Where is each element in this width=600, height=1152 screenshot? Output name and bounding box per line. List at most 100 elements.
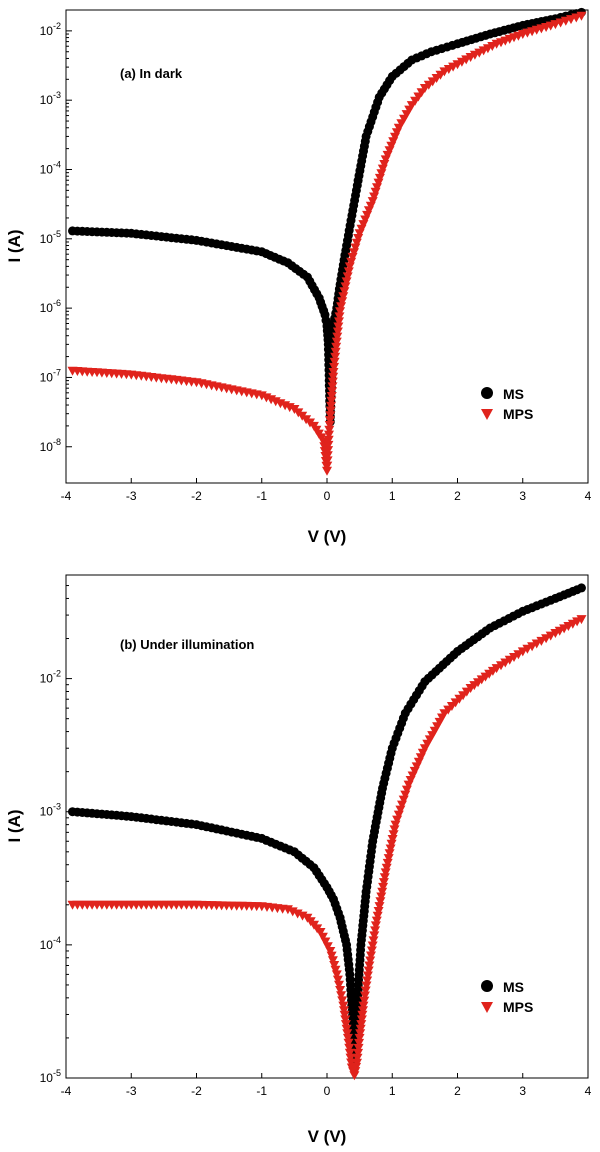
x-axis-title-a: V (V) xyxy=(308,527,347,546)
data-point-mps-b xyxy=(360,986,371,996)
data-point-mps-b xyxy=(363,966,374,976)
y-tick-label-a: 10-8 xyxy=(40,437,61,454)
series-mps-a xyxy=(67,11,587,476)
data-point-mps-a xyxy=(340,282,351,292)
data-point-mps-b xyxy=(331,970,342,980)
data-point-mps-a xyxy=(342,272,353,282)
data-point-mps-b xyxy=(372,911,383,921)
x-tick-label-b: 0 xyxy=(324,1084,331,1098)
data-point-mps-a xyxy=(343,267,354,277)
data-point-mps-a xyxy=(322,461,333,471)
data-point-mps-b xyxy=(339,1006,349,1016)
data-point-mps-b xyxy=(322,942,333,952)
panel-label-a: (a) In dark xyxy=(120,66,183,81)
data-point-mps-b xyxy=(379,873,390,883)
data-point-mps-b xyxy=(340,1015,351,1025)
x-tick-label-a: 4 xyxy=(585,489,592,503)
data-point-mps-a xyxy=(324,420,335,430)
data-point-mps-a xyxy=(576,11,587,21)
y-tick-label-b: 10-5 xyxy=(40,1068,61,1085)
data-point-mps-a xyxy=(329,357,340,367)
data-point-mps-b xyxy=(367,941,378,951)
legend-marker-ms-a xyxy=(481,387,493,399)
data-point-mps-b xyxy=(352,1053,363,1063)
series-mps-b xyxy=(67,615,587,1081)
data-point-mps-b xyxy=(389,825,400,835)
data-point-mps-b xyxy=(315,928,326,937)
data-point-mps-b xyxy=(355,1024,366,1034)
data-point-mps-b xyxy=(320,937,331,947)
x-tick-label-b: 4 xyxy=(585,1084,592,1098)
data-point-mps-b xyxy=(380,868,391,878)
data-point-mps-b xyxy=(388,830,399,840)
data-point-mps-b xyxy=(351,1062,362,1072)
data-point-mps-b xyxy=(359,996,370,1006)
data-point-mps-b xyxy=(325,947,336,956)
x-tick-label-a: -4 xyxy=(61,489,72,503)
data-point-mps-b xyxy=(344,1043,355,1053)
x-tick-label-b: -2 xyxy=(191,1084,202,1098)
data-point-mps-b xyxy=(356,1015,367,1025)
y-tick-label-a: 10-3 xyxy=(40,90,61,107)
panel-label-b: (b) Under illumination xyxy=(120,637,254,652)
legend-marker-mps-a xyxy=(481,409,493,420)
data-point-mps-b xyxy=(327,956,338,966)
data-point-mps-b xyxy=(353,1048,364,1058)
data-point-mps-a xyxy=(326,392,337,401)
legend-label-ms-a: MS xyxy=(503,386,524,402)
legend-label-mps-b: MPS xyxy=(503,999,533,1015)
data-point-mps-b xyxy=(360,991,370,1001)
data-point-mps-b xyxy=(357,1010,368,1020)
data-point-mps-b xyxy=(385,844,396,854)
data-point-mps-b xyxy=(377,887,388,897)
data-point-mps-a xyxy=(339,287,350,297)
data-point-mps-a xyxy=(336,302,347,312)
data-point-mps-a xyxy=(341,277,352,287)
data-point-mps-a xyxy=(338,292,349,302)
data-point-mps-a xyxy=(331,342,342,352)
data-point-mps-b xyxy=(355,1029,366,1039)
data-point-mps-b xyxy=(326,951,337,961)
data-point-mps-b xyxy=(358,1001,369,1011)
legend-marker-mps-b xyxy=(481,1002,493,1013)
y-tick-label-a: 10-7 xyxy=(40,367,61,384)
data-point-mps-b xyxy=(373,907,384,916)
legend-b: MS MPS xyxy=(481,979,533,1015)
y-tick-label-a: 10-5 xyxy=(40,229,61,246)
data-point-ms-b xyxy=(576,583,586,593)
y-tick-label-b: 10-3 xyxy=(40,802,61,819)
x-tick-label-b: -3 xyxy=(126,1084,137,1098)
data-point-mps-b xyxy=(335,986,346,995)
y-axis-title-a: I (A) xyxy=(5,229,24,262)
data-point-mps-a xyxy=(325,411,336,421)
data-point-mps-b xyxy=(354,1038,365,1048)
data-point-mps-a xyxy=(332,327,343,337)
legend-a: MS MPS xyxy=(481,386,533,422)
data-point-mps-b xyxy=(342,1029,353,1039)
data-point-mps-b xyxy=(386,839,397,849)
data-point-mps-b xyxy=(317,932,328,942)
data-point-mps-b xyxy=(375,897,386,907)
data-point-mps-b xyxy=(370,926,381,936)
data-point-mps-b xyxy=(349,1071,360,1081)
panel-a: (a) In dark I (A) V (V) MS MPS -4 -3 -2 -1 0… xyxy=(5,7,592,546)
data-point-mps-b xyxy=(353,1043,364,1053)
data-point-mps-b xyxy=(330,965,341,975)
data-point-mps-a xyxy=(322,456,333,466)
data-point-mps-a xyxy=(326,401,337,411)
y-axis-title-b: I (A) xyxy=(5,809,24,842)
data-point-mps-b xyxy=(350,1067,361,1077)
data-point-mps-b xyxy=(362,976,373,986)
data-point-mps-a xyxy=(332,332,343,342)
data-point-mps-b xyxy=(345,1053,356,1063)
data-point-mps-b xyxy=(576,615,587,625)
data-point-mps-a xyxy=(334,317,344,327)
y-tick-label-a: 10-2 xyxy=(40,21,61,38)
data-point-mps-b xyxy=(381,863,392,873)
x-tick-label-a: 0 xyxy=(324,489,331,503)
data-point-mps-a xyxy=(323,435,334,445)
data-point-mps-b xyxy=(369,931,380,941)
data-point-mps-a xyxy=(327,377,338,387)
data-point-mps-a xyxy=(323,446,334,456)
data-point-mps-a xyxy=(330,347,341,357)
